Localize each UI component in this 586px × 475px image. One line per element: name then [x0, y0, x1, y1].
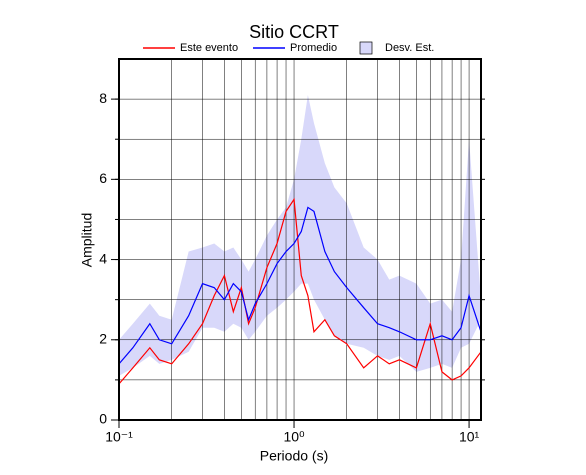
x-axis-label: Periodo (s) [260, 448, 328, 464]
series-line [118, 206, 482, 365]
y-tick-label: 2 [99, 330, 107, 346]
y-axis-label: Amplitud [79, 213, 95, 267]
chart-title: Sitio CCRT [249, 22, 339, 42]
y-tick-label: 8 [99, 90, 107, 106]
y-tick-label: 6 [99, 170, 107, 186]
legend-swatch [359, 41, 373, 55]
legend-label: Este evento [180, 42, 238, 54]
y-tick-label: 4 [99, 250, 107, 266]
legend-label: Promedio [290, 42, 337, 54]
x-tick-label: 10⁻¹ [105, 429, 133, 445]
x-tick-label: 10¹ [459, 429, 480, 445]
legend-label: Desv. Est. [385, 42, 434, 54]
y-tick-label: 0 [99, 411, 107, 427]
x-tick-label: 10⁰ [283, 429, 305, 445]
plot-frame [118, 58, 482, 421]
